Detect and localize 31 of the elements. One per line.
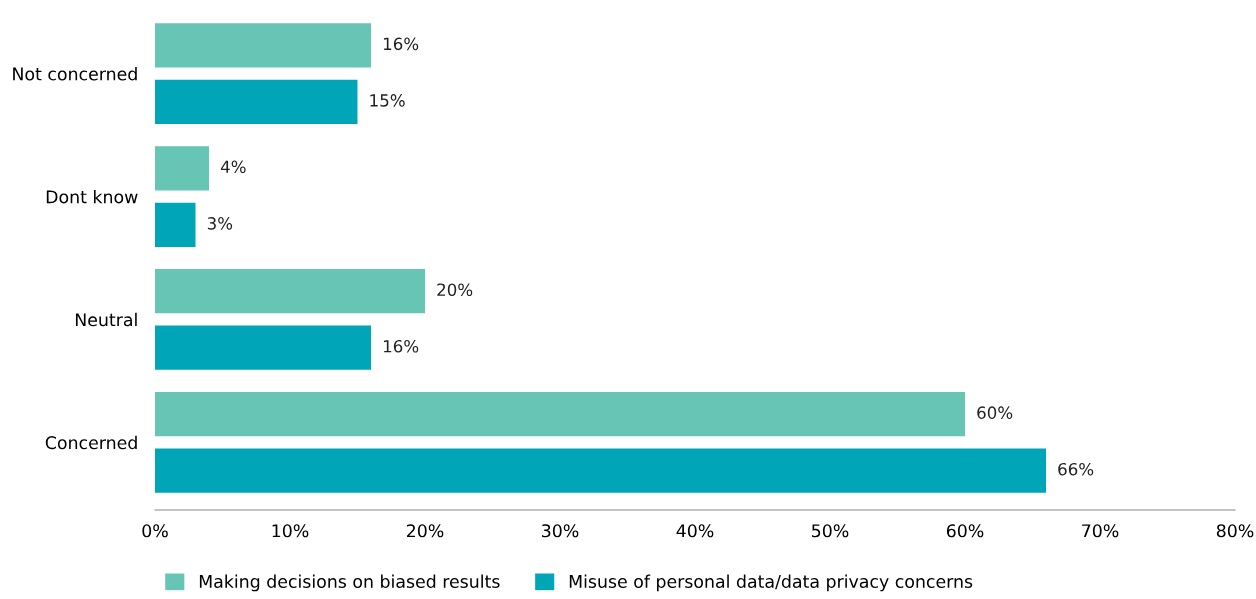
data-label: 16%: [383, 339, 419, 353]
x-tick-label: 60%: [946, 524, 984, 538]
y-tick-label: Not concerned: [13, 67, 137, 81]
y-tick-label: Dont know: [46, 189, 138, 204]
data-label: 15%: [370, 94, 405, 107]
bar: [155, 325, 371, 370]
bar: [155, 23, 371, 68]
bar: [155, 391, 965, 437]
legend-label: Making decisions on biased results: [199, 574, 500, 592]
x-tick-label: 0%: [142, 524, 168, 538]
legend-label: Misuse of personal data/data privacy concerns: [569, 574, 973, 592]
x-tick-label: 10%: [272, 524, 309, 538]
bar: [155, 448, 1046, 493]
x-tick-label: 80%: [1216, 524, 1254, 538]
data-label: 66%: [1058, 462, 1094, 476]
y-tick-label: Concerned: [45, 435, 137, 450]
x-tick-label: 50%: [812, 524, 849, 538]
bar: [155, 146, 209, 191]
data-label: 20%: [437, 283, 473, 297]
bar: [155, 79, 358, 125]
x-tick-label: 20%: [406, 524, 444, 538]
data-label: 60%: [977, 406, 1013, 419]
bar: [155, 202, 196, 247]
y-tick-label: Neutral: [75, 312, 137, 327]
x-tick-label: 40%: [676, 524, 714, 538]
x-tick-label: 70%: [1082, 524, 1119, 538]
data-label: 4%: [220, 160, 246, 174]
data-label: 16%: [383, 37, 419, 51]
data-label: 3%: [207, 217, 233, 230]
x-tick-label: 30%: [542, 524, 579, 538]
bar: [155, 269, 425, 314]
